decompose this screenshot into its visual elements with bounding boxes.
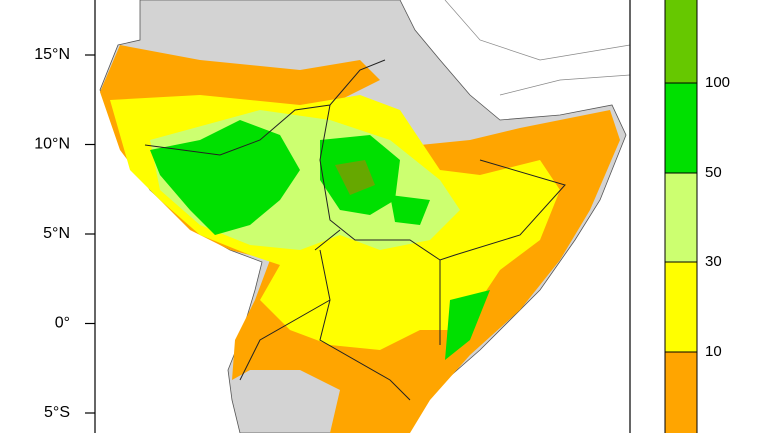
colorbar-segment [664, 261, 698, 353]
colorbar-segment [664, 82, 698, 174]
latitude-label: 5°S [44, 404, 70, 421]
map-frame [94, 0, 631, 433]
colorbar-segment [664, 351, 698, 433]
latitude-label: 10°N [34, 136, 70, 153]
colorbar-label: 10 [705, 343, 722, 360]
latitude-label: 0° [55, 315, 70, 332]
colorbar-segment [664, 172, 698, 263]
shoreline [444, 0, 631, 96]
colorbar-label: 50 [705, 164, 722, 181]
latitude-axis: 15°N 10°N 5°N 0° 5°S [34, 46, 95, 421]
rain-green [150, 120, 490, 360]
map-area [94, 0, 631, 433]
colorbar: 100 50 30 10 [664, 0, 730, 433]
borders [144, 59, 566, 401]
colorbar-label: 30 [705, 253, 722, 270]
latitude-label: 5°N [43, 225, 70, 242]
colorbar-label: 100 [705, 74, 730, 91]
colorbar-segment [664, 0, 698, 84]
latitude-label: 15°N [34, 46, 70, 63]
rain-darkgreen [335, 160, 375, 195]
